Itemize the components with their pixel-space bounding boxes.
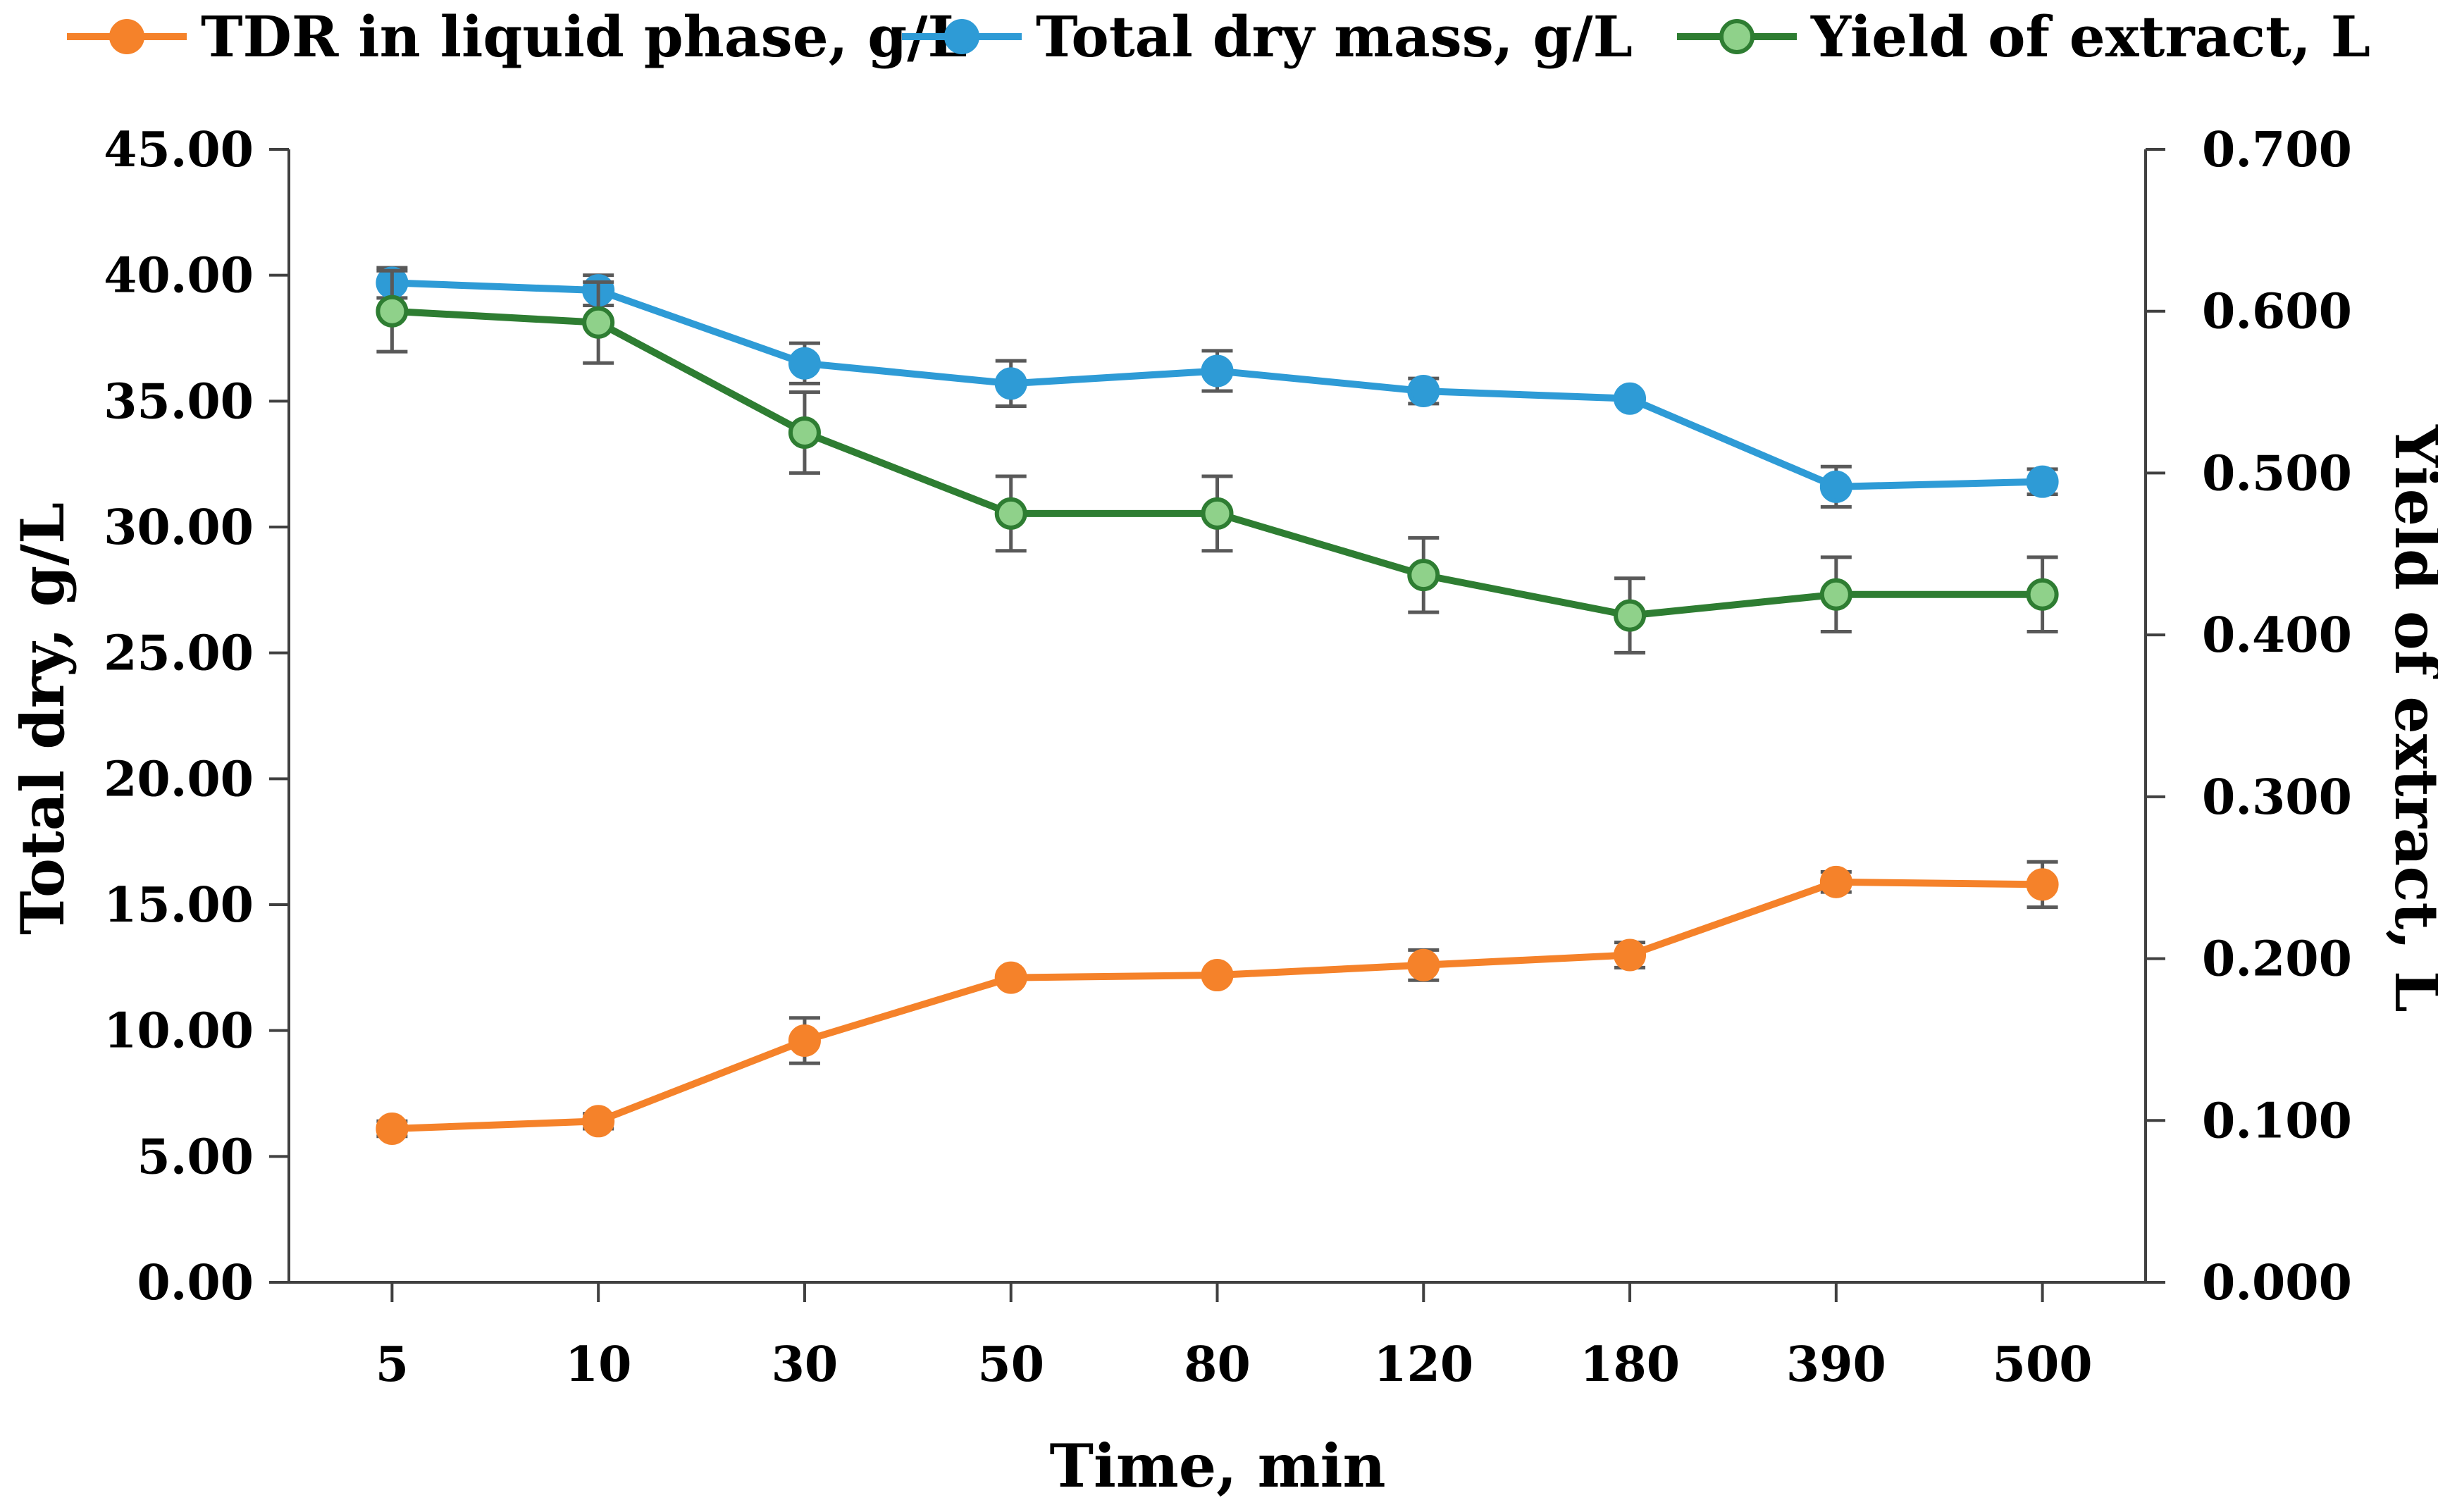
axes: 0.00 5.00 10.00 15.00 20.00 25.00 30.00 35.00 40… xyxy=(104,122,2352,1393)
y-left-tick-label: 40.00 xyxy=(104,248,254,304)
data-point xyxy=(788,1024,821,1057)
y-axis-left-title: Total dry, g/L xyxy=(8,502,78,935)
y-left-tick-label: 0.00 xyxy=(137,1255,254,1311)
x-tick-label: 390 xyxy=(1786,1337,1886,1393)
data-point xyxy=(1407,375,1440,408)
data-point xyxy=(2026,868,2059,901)
x-tick-label: 10 xyxy=(565,1337,632,1393)
x-tick-label: 120 xyxy=(1373,1337,1473,1393)
x-tick-label: 80 xyxy=(1184,1337,1251,1393)
y-right-tick-label: 0.400 xyxy=(2202,607,2352,664)
data-point xyxy=(1614,599,1647,632)
legend-marker xyxy=(1719,19,1755,54)
data-point xyxy=(994,497,1027,530)
legend-label: Total dry mass, g/L xyxy=(1036,4,1633,70)
data-point xyxy=(1201,354,1234,388)
y-right-tick-label: 0.600 xyxy=(2202,284,2352,340)
y-left-tick-label: 35.00 xyxy=(104,373,254,430)
y-left-tick-label: 30.00 xyxy=(104,500,254,556)
data-point xyxy=(1201,497,1234,530)
y-left-tick-label: 5.00 xyxy=(137,1129,254,1185)
data-point xyxy=(788,347,821,380)
legend-entry-1: Total dry mass, g/L xyxy=(902,4,1633,70)
y-left-tick-label: 45.00 xyxy=(104,122,254,178)
y-left-tick-label: 15.00 xyxy=(104,877,254,934)
data-point xyxy=(994,961,1027,994)
y-right-tick-label: 0.000 xyxy=(2202,1255,2352,1311)
data-point xyxy=(1614,938,1647,972)
data-point xyxy=(582,306,615,339)
data-point xyxy=(994,367,1027,400)
series-0 xyxy=(376,860,2059,1146)
data-point xyxy=(1201,959,1234,992)
data-point xyxy=(1819,865,1852,898)
plot-area xyxy=(376,266,2059,1146)
data-point xyxy=(788,416,821,449)
y-right-tick-label: 0.700 xyxy=(2202,122,2352,178)
legend: TDR in liquid phase, g/L Total dry mass, … xyxy=(67,4,2370,70)
data-point xyxy=(1407,948,1440,981)
y-left-tick-label: 10.00 xyxy=(104,1003,254,1060)
x-axis-title: Time, min xyxy=(1049,1431,1385,1501)
data-point xyxy=(582,1105,615,1138)
legend-marker xyxy=(109,19,144,54)
y-right-tick-label: 0.500 xyxy=(2202,445,2352,502)
data-point xyxy=(1819,578,1852,611)
y-right-tick-label: 0.300 xyxy=(2202,769,2352,826)
legend-label: TDR in liquid phase, g/L xyxy=(201,4,967,70)
y-left-tick-label: 25.00 xyxy=(104,626,254,682)
series-1 xyxy=(376,266,2059,509)
legend-label: Yield of extract, L xyxy=(1810,4,2370,70)
data-point xyxy=(1819,470,1852,503)
data-point xyxy=(376,1113,409,1146)
x-tick-label: 30 xyxy=(772,1337,839,1393)
y-left-tick-label: 20.00 xyxy=(104,751,254,807)
data-point xyxy=(376,295,409,328)
x-tick-label: 50 xyxy=(977,1337,1044,1393)
data-point xyxy=(2026,578,2059,611)
y-axis-right-title: Yield of extract, L xyxy=(2382,424,2438,1012)
y-right-tick-label: 0.200 xyxy=(2202,931,2352,988)
legend-entry-0: TDR in liquid phase, g/L xyxy=(67,4,967,70)
x-tick-label: 180 xyxy=(1580,1337,1680,1393)
series-2 xyxy=(376,268,2059,655)
legend-marker xyxy=(944,19,979,54)
data-point xyxy=(2026,465,2059,498)
x-tick-label: 5 xyxy=(376,1337,409,1393)
legend-entry-2: Yield of extract, L xyxy=(1677,4,2370,70)
data-point xyxy=(1407,559,1440,592)
x-tick-label: 500 xyxy=(1993,1337,2093,1393)
data-point xyxy=(1614,382,1647,415)
y-right-tick-label: 0.100 xyxy=(2202,1093,2352,1149)
